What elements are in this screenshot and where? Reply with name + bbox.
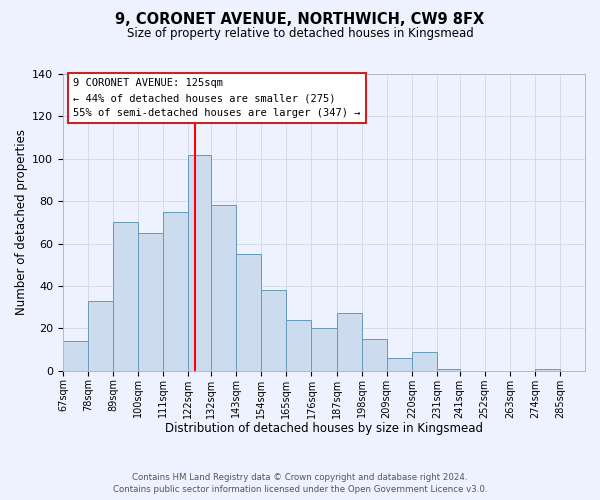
Bar <box>138 233 163 370</box>
Text: 9 CORONET AVENUE: 125sqm
← 44% of detached houses are smaller (275)
55% of semi-: 9 CORONET AVENUE: 125sqm ← 44% of detach… <box>73 78 361 118</box>
Bar <box>262 290 286 370</box>
Bar <box>362 339 386 370</box>
Y-axis label: Number of detached properties: Number of detached properties <box>15 130 28 316</box>
Bar <box>163 212 188 370</box>
Bar <box>311 328 337 370</box>
Bar <box>188 154 211 370</box>
Text: Contains public sector information licensed under the Open Government Licence v3: Contains public sector information licen… <box>113 485 487 494</box>
Bar <box>535 368 560 370</box>
Bar <box>286 320 311 370</box>
Bar <box>113 222 138 370</box>
Bar <box>337 314 362 370</box>
Bar <box>63 341 88 370</box>
Bar <box>386 358 412 370</box>
Text: Size of property relative to detached houses in Kingsmead: Size of property relative to detached ho… <box>127 28 473 40</box>
Bar <box>437 368 460 370</box>
Bar <box>412 352 437 370</box>
Text: Contains HM Land Registry data © Crown copyright and database right 2024.: Contains HM Land Registry data © Crown c… <box>132 472 468 482</box>
Bar <box>88 301 113 370</box>
Bar <box>236 254 262 370</box>
Text: 9, CORONET AVENUE, NORTHWICH, CW9 8FX: 9, CORONET AVENUE, NORTHWICH, CW9 8FX <box>115 12 485 28</box>
Bar <box>211 206 236 370</box>
X-axis label: Distribution of detached houses by size in Kingsmead: Distribution of detached houses by size … <box>165 422 483 435</box>
